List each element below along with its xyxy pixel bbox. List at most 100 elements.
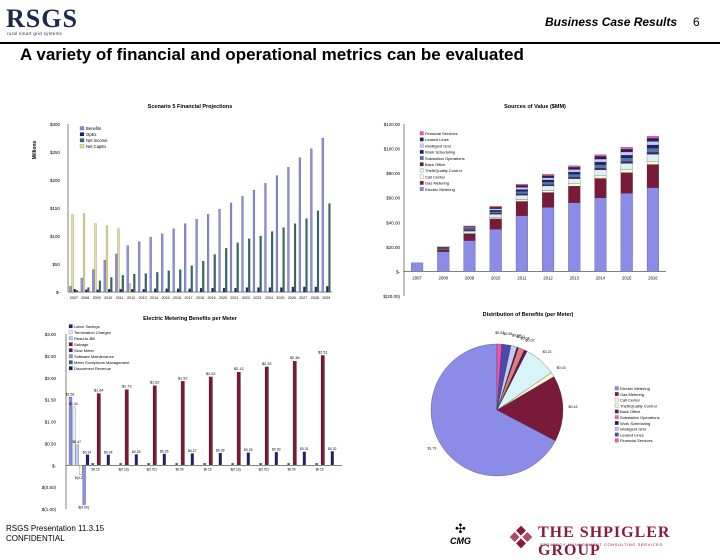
stacked-bar-segment: [542, 207, 554, 271]
bar-net-income: [294, 224, 296, 292]
x-tick-label: 2014: [150, 296, 158, 300]
bar-slow-meter: [265, 367, 269, 465]
stacked-bar-segment: [542, 180, 554, 182]
legend-label: Intelligent Grid: [620, 427, 646, 432]
legend-swatch: [80, 133, 84, 137]
y-tick-label: $100: [50, 234, 61, 239]
legend-swatch: [420, 187, 424, 191]
stacked-bar-segment: [516, 201, 528, 215]
bar-benefits: [127, 246, 129, 292]
legend-label: Software Maintenance: [74, 354, 115, 359]
bar-net-income: [317, 211, 319, 292]
y-tick-label: $(1.00): [42, 507, 57, 512]
bar-slow-meter: [237, 372, 241, 465]
legend-swatch: [615, 421, 619, 425]
stacked-bar-segment: [647, 136, 659, 138]
legend-swatch: [69, 343, 73, 347]
legend-swatch: [80, 139, 84, 143]
stacked-bar-segment: [542, 191, 554, 193]
bar-disconnect-revenue: [163, 454, 166, 465]
stacked-bar-segment: [464, 227, 476, 228]
data-label: $0.29: [244, 448, 253, 452]
stacked-bar-segment: [621, 152, 633, 155]
stacked-bar-segment: [568, 203, 580, 272]
data-label: $0.25: [132, 450, 141, 454]
bar-benefits: [265, 183, 267, 292]
stacked-bar-segment: [516, 185, 528, 187]
legend-swatch: [69, 337, 73, 341]
stacked-bar-segment: [568, 172, 580, 174]
bar-disconnect-revenue: [135, 454, 138, 465]
stacked-bar-segment: [490, 210, 502, 211]
bar-first-group: [86, 455, 89, 466]
legend-swatch: [615, 398, 619, 402]
bar-benefits: [219, 209, 221, 292]
bar-slow-meter: [209, 377, 213, 465]
chart-title: Scenario 5 Financial Projections: [148, 104, 233, 110]
x-tick-label: 2008: [439, 275, 449, 280]
y-tick-label: $100.00: [384, 147, 401, 152]
x-tick-label: 2022: [242, 296, 250, 300]
data-label: $2.38: [290, 356, 300, 360]
x-tick-label: 2023: [253, 296, 261, 300]
data-label: $0.31: [300, 447, 309, 451]
sources-of-value-chart: Sources of Value ($MM)$(20.00)$-$20.00$4…: [360, 100, 680, 305]
stacked-bar-segment: [464, 231, 476, 233]
bar-net-income: [202, 261, 204, 292]
stacked-bar-segment: [647, 145, 659, 148]
x-tick-label: 2010: [491, 275, 501, 280]
x-tick-label: 2014: [596, 275, 606, 280]
y-tick-label: $1.00: [45, 420, 57, 425]
rsgs-logo: RSGS: [6, 4, 78, 34]
bar-benefits: [104, 260, 106, 292]
legend-label: Slow Meter: [74, 348, 95, 353]
bar-net-income: [110, 277, 112, 292]
footer-presentation: RSGS Presentation 11.3.15: [6, 524, 104, 533]
page-title: A variety of financial and operational m…: [20, 45, 524, 65]
y-tick-label: $300: [50, 122, 61, 127]
bar-disconnect-revenue: [275, 452, 278, 465]
x-tick-label: 2019: [207, 296, 215, 300]
bar-opex: [154, 289, 156, 292]
stacked-bar-segment: [516, 200, 528, 202]
bar-benefits: [81, 278, 83, 292]
bar-disconnect-revenue: [331, 451, 334, 465]
legend-label: Disconnect Revenue: [74, 366, 112, 371]
stacked-bar-segment: [411, 263, 423, 272]
bar-opex: [257, 288, 259, 292]
x-tick-label: 2012: [127, 296, 135, 300]
data-label: $0.05: [288, 467, 296, 471]
x-tick-label: 2026: [288, 296, 296, 300]
stacked-bar-segment: [595, 156, 607, 159]
stacked-bar-segment: [437, 250, 449, 252]
y-tick-label: $-: [52, 463, 57, 468]
legend-label: Salvage: [74, 342, 89, 347]
stacked-bar-segment: [490, 217, 502, 218]
shpigler-group-tagline: STRATEGY MANAGEMENT CONSULTING SERVICES: [540, 542, 663, 547]
stacked-bar-segment: [647, 141, 659, 145]
legend-label: Work Scheduling: [620, 421, 650, 426]
bar-benefits: [207, 214, 209, 292]
bar-disconnect-revenue: [107, 455, 110, 466]
bar-benefits: [115, 254, 117, 292]
bar-benefits: [253, 190, 255, 292]
stacked-bar-segment: [490, 219, 502, 229]
bar-first-group: [79, 465, 82, 475]
bar-net-income: [283, 228, 285, 292]
legend-label: Benefits: [86, 126, 101, 131]
y-tick-label: $0.50: [45, 441, 57, 446]
bar-slow-meter: [293, 361, 297, 465]
chart-title: Distribution of Benefits (per Meter): [483, 312, 574, 318]
bar-opex: [131, 289, 133, 292]
data-label: $0.16: [204, 467, 212, 471]
stacked-bar-segment: [647, 188, 659, 272]
bar-slow-meter: [97, 394, 101, 466]
legend-label: Substation Operations: [620, 415, 660, 420]
bar-slow-meter: [125, 390, 129, 466]
bar-opex: [143, 289, 145, 292]
bar-net-income: [99, 281, 101, 292]
bar-net-income: [87, 288, 89, 292]
legend-swatch: [420, 181, 424, 185]
legend-swatch: [615, 410, 619, 414]
x-tick-label: 2009: [465, 275, 475, 280]
